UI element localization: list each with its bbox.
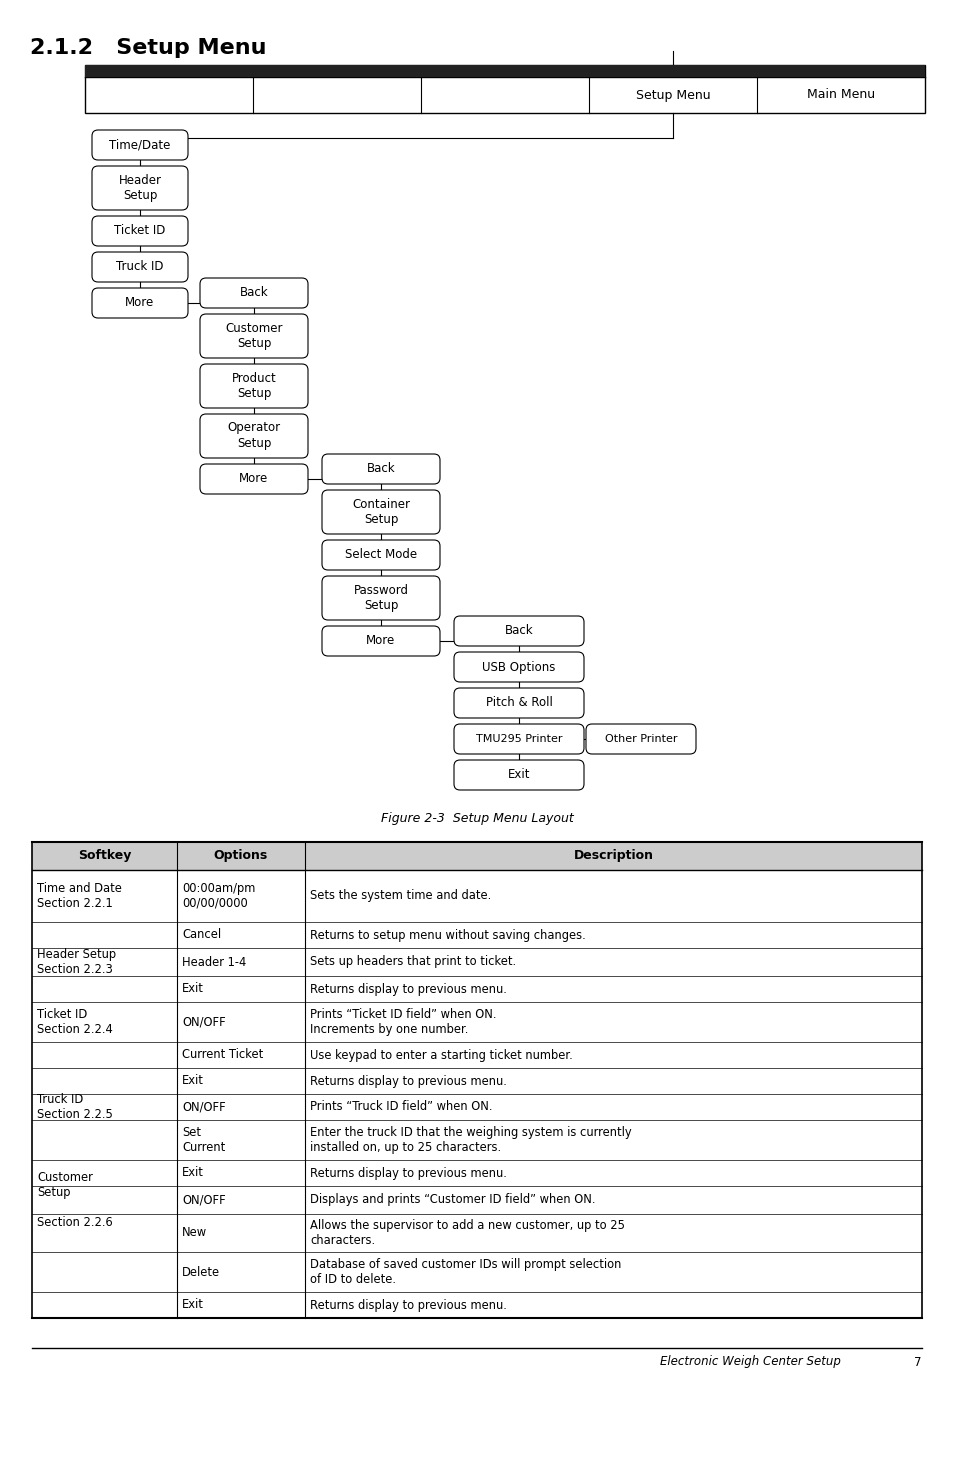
Text: Prints “Truck ID field” when ON.: Prints “Truck ID field” when ON. <box>310 1100 492 1114</box>
FancyBboxPatch shape <box>91 167 188 209</box>
Text: Cancel: Cancel <box>182 928 221 941</box>
Text: New: New <box>182 1227 207 1239</box>
Text: Password
Setup: Password Setup <box>354 584 408 612</box>
Text: 00:00am/pm
00/00/0000: 00:00am/pm 00/00/0000 <box>182 882 255 910</box>
Text: Returns display to previous menu.: Returns display to previous menu. <box>310 982 506 996</box>
Text: Allows the supervisor to add a new customer, up to 25
characters.: Allows the supervisor to add a new custo… <box>310 1218 624 1246</box>
Text: Set
Current: Set Current <box>182 1125 225 1153</box>
Text: 7: 7 <box>914 1356 921 1369</box>
Text: More: More <box>366 634 395 648</box>
FancyBboxPatch shape <box>322 454 439 484</box>
FancyBboxPatch shape <box>322 625 439 656</box>
Text: Back: Back <box>504 624 533 637</box>
Text: ON/OFF: ON/OFF <box>182 1015 226 1028</box>
Text: Other Printer: Other Printer <box>604 735 677 743</box>
Text: Returns display to previous menu.: Returns display to previous menu. <box>310 1167 506 1180</box>
Text: More: More <box>125 296 154 310</box>
Text: Enter the truck ID that the weighing system is currently
installed on, up to 25 : Enter the truck ID that the weighing sys… <box>310 1125 631 1153</box>
Bar <box>85 65 924 114</box>
Text: Sets up headers that print to ticket.: Sets up headers that print to ticket. <box>310 956 516 969</box>
FancyBboxPatch shape <box>200 277 308 308</box>
FancyBboxPatch shape <box>322 490 439 534</box>
Bar <box>32 842 921 870</box>
Text: Main Menu: Main Menu <box>806 88 874 102</box>
Text: Exit: Exit <box>182 1074 204 1087</box>
FancyBboxPatch shape <box>454 724 583 754</box>
Text: TMU295 Printer: TMU295 Printer <box>476 735 561 743</box>
Text: Use keypad to enter a starting ticket number.: Use keypad to enter a starting ticket nu… <box>310 1049 572 1062</box>
FancyBboxPatch shape <box>91 288 188 319</box>
Text: Returns display to previous menu.: Returns display to previous menu. <box>310 1298 506 1311</box>
Text: Select Mode: Select Mode <box>345 549 416 562</box>
Text: Back: Back <box>239 286 268 299</box>
Text: Truck ID
Section 2.2.5: Truck ID Section 2.2.5 <box>37 1093 112 1121</box>
Text: Description: Description <box>573 850 653 863</box>
Text: Returns to setup menu without saving changes.: Returns to setup menu without saving cha… <box>310 928 585 941</box>
Text: Figure 2-3  Setup Menu Layout: Figure 2-3 Setup Menu Layout <box>380 813 573 825</box>
FancyBboxPatch shape <box>200 314 308 358</box>
FancyBboxPatch shape <box>91 215 188 246</box>
Text: Header Setup
Section 2.2.3: Header Setup Section 2.2.3 <box>37 948 116 976</box>
Text: Prints “Ticket ID field” when ON.
Increments by one number.: Prints “Ticket ID field” when ON. Increm… <box>310 1007 496 1035</box>
Text: Exit: Exit <box>182 1298 204 1311</box>
Text: Pitch & Roll: Pitch & Roll <box>485 696 552 709</box>
Text: Customer
Setup

Section 2.2.6: Customer Setup Section 2.2.6 <box>37 1171 112 1229</box>
Text: 2.1.2   Setup Menu: 2.1.2 Setup Menu <box>30 38 266 58</box>
Text: Exit: Exit <box>507 768 530 782</box>
Text: Header
Setup: Header Setup <box>118 174 161 202</box>
Text: USB Options: USB Options <box>482 661 555 674</box>
FancyBboxPatch shape <box>322 540 439 569</box>
FancyBboxPatch shape <box>585 724 696 754</box>
Text: Header 1-4: Header 1-4 <box>182 956 246 969</box>
FancyBboxPatch shape <box>91 252 188 282</box>
Text: Sets the system time and date.: Sets the system time and date. <box>310 889 491 903</box>
Text: Container
Setup: Container Setup <box>352 497 410 527</box>
FancyBboxPatch shape <box>200 414 308 459</box>
Text: Displays and prints “Customer ID field” when ON.: Displays and prints “Customer ID field” … <box>310 1193 595 1207</box>
Text: Time and Date
Section 2.2.1: Time and Date Section 2.2.1 <box>37 882 122 910</box>
Text: Product
Setup: Product Setup <box>232 372 276 401</box>
Text: Time/Date: Time/Date <box>110 139 171 152</box>
Text: Customer
Setup: Customer Setup <box>225 322 282 351</box>
FancyBboxPatch shape <box>454 652 583 681</box>
Text: ON/OFF: ON/OFF <box>182 1193 226 1207</box>
FancyBboxPatch shape <box>454 760 583 791</box>
Text: Electronic Weigh Center Setup: Electronic Weigh Center Setup <box>659 1356 840 1369</box>
Text: Back: Back <box>366 463 395 475</box>
Text: Current Ticket: Current Ticket <box>182 1049 263 1062</box>
Text: Setup Menu: Setup Menu <box>635 88 710 102</box>
Text: Exit: Exit <box>182 1167 204 1180</box>
FancyBboxPatch shape <box>322 577 439 620</box>
FancyBboxPatch shape <box>454 687 583 718</box>
Text: More: More <box>239 472 269 485</box>
FancyBboxPatch shape <box>200 364 308 409</box>
Bar <box>85 65 924 77</box>
Text: Exit: Exit <box>182 982 204 996</box>
FancyBboxPatch shape <box>91 130 188 159</box>
Text: Returns display to previous menu.: Returns display to previous menu. <box>310 1074 506 1087</box>
Text: Options: Options <box>213 850 268 863</box>
FancyBboxPatch shape <box>454 617 583 646</box>
Text: Ticket ID: Ticket ID <box>114 224 166 237</box>
Text: ON/OFF: ON/OFF <box>182 1100 226 1114</box>
Text: Softkey: Softkey <box>78 850 132 863</box>
Text: Truck ID: Truck ID <box>116 261 164 273</box>
Text: Ticket ID
Section 2.2.4: Ticket ID Section 2.2.4 <box>37 1007 112 1035</box>
Text: Database of saved customer IDs will prompt selection
of ID to delete.: Database of saved customer IDs will prom… <box>310 1258 620 1286</box>
Text: Operator
Setup: Operator Setup <box>227 422 280 450</box>
Text: Delete: Delete <box>182 1266 220 1279</box>
FancyBboxPatch shape <box>200 465 308 494</box>
